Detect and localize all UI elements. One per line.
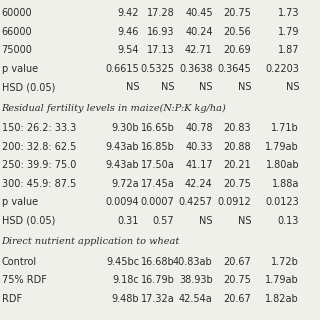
Text: 20.67: 20.67 [223, 257, 251, 267]
Text: 1.79ab: 1.79ab [266, 275, 299, 285]
Text: 1.82ab: 1.82ab [266, 294, 299, 304]
Text: 1.71b: 1.71b [271, 123, 299, 133]
Text: 1.73: 1.73 [278, 8, 299, 18]
Text: 0.13: 0.13 [278, 216, 299, 226]
Text: 17.13: 17.13 [147, 45, 174, 55]
Text: 300: 45.9: 87.5: 300: 45.9: 87.5 [2, 179, 76, 189]
Text: NS: NS [286, 82, 299, 92]
Text: 40.78: 40.78 [185, 123, 213, 133]
Text: p value: p value [2, 197, 38, 207]
Text: 9.43ab: 9.43ab [106, 142, 139, 152]
Text: 9.46: 9.46 [118, 27, 139, 36]
Text: 9.72a: 9.72a [112, 179, 139, 189]
Text: 40.33: 40.33 [185, 142, 213, 152]
Text: 1.88a: 1.88a [272, 179, 299, 189]
Text: 0.3645: 0.3645 [218, 64, 251, 74]
Text: 16.65b: 16.65b [140, 123, 174, 133]
Text: 9.54: 9.54 [118, 45, 139, 55]
Text: 16.85b: 16.85b [140, 142, 174, 152]
Text: 0.0007: 0.0007 [141, 197, 174, 207]
Text: 9.48b: 9.48b [112, 294, 139, 304]
Text: 20.75: 20.75 [223, 275, 251, 285]
Text: 1.79ab: 1.79ab [266, 142, 299, 152]
Text: 0.3638: 0.3638 [179, 64, 213, 74]
Text: 0.2203: 0.2203 [265, 64, 299, 74]
Text: 66000: 66000 [2, 27, 32, 36]
Text: 40.24: 40.24 [185, 27, 213, 36]
Text: 75% RDF: 75% RDF [2, 275, 46, 285]
Text: 0.5325: 0.5325 [140, 64, 174, 74]
Text: 1.79: 1.79 [278, 27, 299, 36]
Text: 20.75: 20.75 [223, 8, 251, 18]
Text: 9.45bc: 9.45bc [106, 257, 139, 267]
Text: 20.75: 20.75 [223, 179, 251, 189]
Text: 0.57: 0.57 [153, 216, 174, 226]
Text: HSD (0.05): HSD (0.05) [2, 216, 55, 226]
Text: Control: Control [2, 257, 37, 267]
Text: 75000: 75000 [2, 45, 32, 55]
Text: 41.17: 41.17 [185, 160, 213, 170]
Text: NS: NS [126, 82, 139, 92]
Text: 16.93: 16.93 [147, 27, 174, 36]
Text: NS: NS [199, 216, 213, 226]
Text: NS: NS [238, 82, 251, 92]
Text: 9.18c: 9.18c [112, 275, 139, 285]
Text: 250: 39.9: 75.0: 250: 39.9: 75.0 [2, 160, 76, 170]
Text: 20.88: 20.88 [224, 142, 251, 152]
Text: 40.83ab: 40.83ab [173, 257, 213, 267]
Text: 0.6615: 0.6615 [106, 64, 139, 74]
Text: 17.32a: 17.32a [141, 294, 174, 304]
Text: RDF: RDF [2, 294, 22, 304]
Text: 20.21: 20.21 [223, 160, 251, 170]
Text: 1.72b: 1.72b [271, 257, 299, 267]
Text: 38.93b: 38.93b [179, 275, 213, 285]
Text: 9.43ab: 9.43ab [106, 160, 139, 170]
Text: 20.69: 20.69 [224, 45, 251, 55]
Text: 9.42: 9.42 [118, 8, 139, 18]
Text: 1.87: 1.87 [278, 45, 299, 55]
Text: NS: NS [199, 82, 213, 92]
Text: 20.83: 20.83 [224, 123, 251, 133]
Text: 17.28: 17.28 [147, 8, 174, 18]
Text: 16.68b: 16.68b [141, 257, 174, 267]
Text: 17.45a: 17.45a [141, 179, 174, 189]
Text: 20.67: 20.67 [223, 294, 251, 304]
Text: Residual fertility levels in maize(N:P:K kg/ha): Residual fertility levels in maize(N:P:K… [2, 104, 226, 113]
Text: Direct nutrient application to wheat: Direct nutrient application to wheat [2, 237, 180, 246]
Text: 1.80ab: 1.80ab [266, 160, 299, 170]
Text: 150: 26.2: 33.3: 150: 26.2: 33.3 [2, 123, 76, 133]
Text: 0.31: 0.31 [118, 216, 139, 226]
Text: 0.0912: 0.0912 [218, 197, 251, 207]
Text: NS: NS [238, 216, 251, 226]
Text: 40.45: 40.45 [185, 8, 213, 18]
Text: 17.50a: 17.50a [141, 160, 174, 170]
Text: 9.30b: 9.30b [112, 123, 139, 133]
Text: 0.0123: 0.0123 [266, 197, 299, 207]
Text: 60000: 60000 [2, 8, 32, 18]
Text: 200: 32.8: 62.5: 200: 32.8: 62.5 [2, 142, 76, 152]
Text: 42.71: 42.71 [185, 45, 213, 55]
Text: 42.24: 42.24 [185, 179, 213, 189]
Text: 16.79b: 16.79b [140, 275, 174, 285]
Text: 20.56: 20.56 [223, 27, 251, 36]
Text: p value: p value [2, 64, 38, 74]
Text: 0.0094: 0.0094 [106, 197, 139, 207]
Text: HSD (0.05): HSD (0.05) [2, 82, 55, 92]
Text: 0.4257: 0.4257 [179, 197, 213, 207]
Text: 42.54a: 42.54a [179, 294, 213, 304]
Text: NS: NS [161, 82, 174, 92]
